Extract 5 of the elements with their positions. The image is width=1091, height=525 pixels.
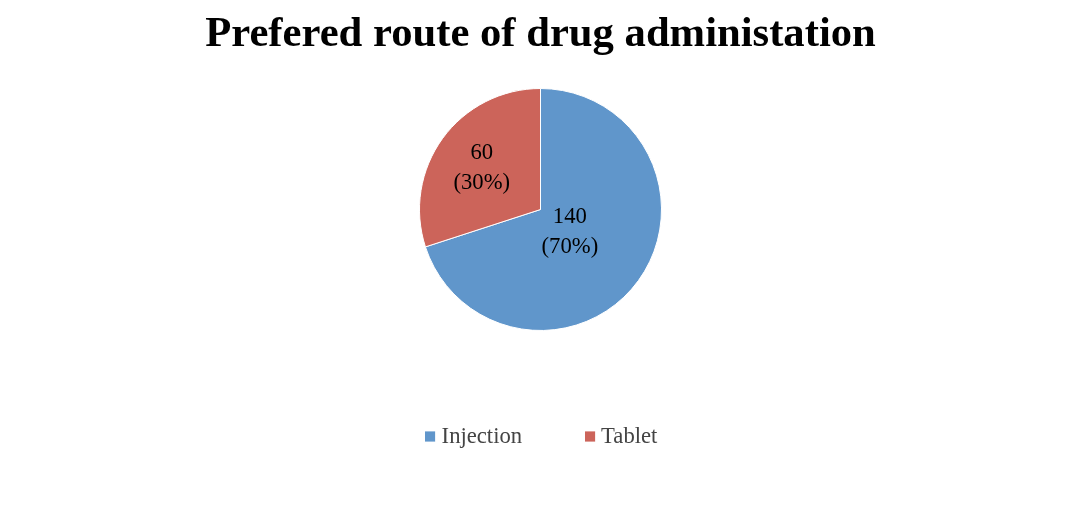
legend-label: Injection	[441, 423, 523, 449]
data-label: 60 (30%)	[453, 139, 511, 195]
data-label: 140 (70%)	[541, 203, 599, 259]
chart-title: Prefered route of drug administation	[205, 7, 877, 55]
legend-label: Tablet	[601, 423, 658, 449]
